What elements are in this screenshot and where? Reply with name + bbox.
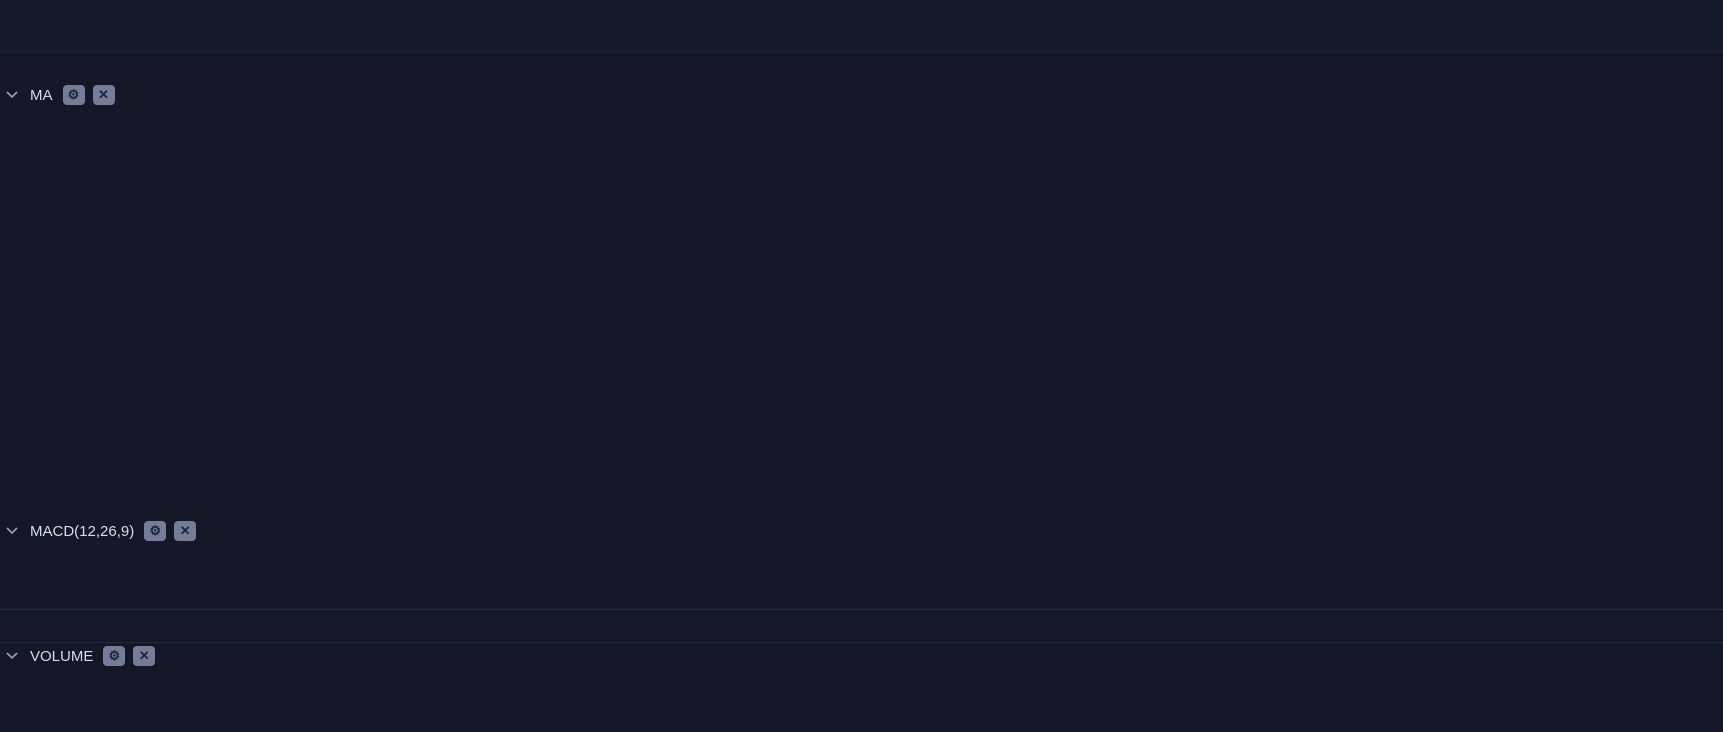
volume-close-button[interactable]: ✕ [133,646,156,666]
ma-settings-button[interactable]: ⚙ [62,85,85,105]
close-icon: ✕ [138,648,150,663]
macd-section-title: MACD(12,26,9) [30,522,135,540]
macd-settings-button[interactable]: ⚙ [144,521,167,541]
ma-indicator-header: MA ⚙ ✕ [6,84,123,106]
drawing-toolbar [0,0,1723,53]
volume-indicator-header: VOLUME ⚙ ✕ [6,645,163,667]
gear-icon: ⚙ [67,87,80,102]
gear-icon: ⚙ [149,523,162,538]
close-icon: ✕ [179,523,191,538]
ma-close-button[interactable]: ✕ [92,85,115,105]
macd-indicator-header: MACD(12,26,9) ⚙ ✕ [6,520,204,542]
chevron-down-icon[interactable] [6,652,18,660]
chevron-down-icon[interactable] [6,527,18,535]
indicator-tabs-bar [0,609,1723,643]
volume-settings-button[interactable]: ⚙ [103,646,126,666]
gear-icon: ⚙ [108,648,121,663]
chevron-down-icon[interactable] [6,91,18,99]
close-icon: ✕ [98,87,109,102]
macd-close-button[interactable]: ✕ [174,521,197,541]
volume-section-title: VOLUME [30,647,94,665]
ma-section-title: MA [30,86,53,104]
